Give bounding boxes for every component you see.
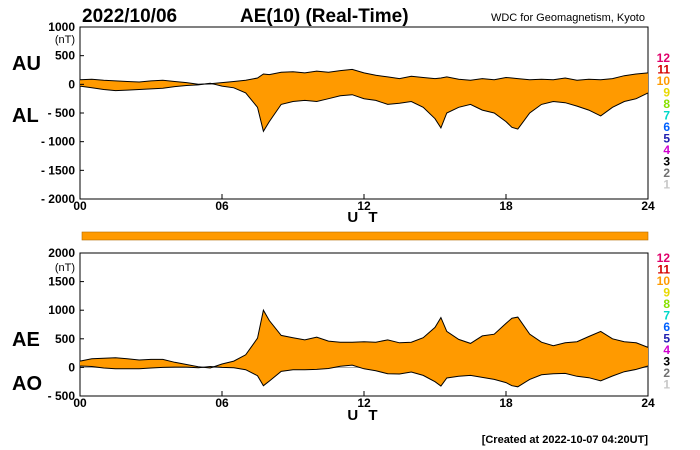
ae-ao-panel: 2000 1500 1000 500 0 - 500 (nT) 00 06 12…: [12, 246, 670, 424]
x-tick-label: 18: [499, 396, 513, 410]
legend-level-8: 8: [663, 97, 670, 111]
ao-series-line: [79, 364, 649, 388]
ae-label: AE: [12, 329, 40, 351]
plot-date: 2022/10/06: [82, 6, 177, 27]
legend-level-6: 6: [663, 120, 670, 134]
x-axis-title: U T: [347, 209, 380, 226]
envelope-fill: [80, 69, 648, 132]
legend-level-9: 9: [663, 86, 670, 100]
data-source: WDC for Geomagnetism, Kyoto: [491, 12, 645, 24]
legend-level-9: 9: [663, 286, 670, 300]
ao-label: AO: [12, 373, 42, 395]
au-al-area: [79, 68, 649, 133]
ae-ao-frame: [79, 252, 649, 397]
x-tick-label: 18: [499, 199, 513, 213]
legend-level-5: 5: [663, 332, 670, 346]
legend-level-10: 10: [657, 274, 671, 288]
legend-level-11: 11: [657, 63, 670, 77]
created-timestamp: [Created at 2022-10-07 04:20UT]: [482, 434, 649, 446]
au-al-panel: 1000 500 0 - 500 - 1000 - 1500 - 2000 (n…: [12, 20, 670, 226]
y-tick-label: 2000: [48, 246, 75, 260]
y-tick-label: 1000: [48, 20, 75, 34]
al-label: AL: [12, 105, 39, 127]
y-tick-label: - 500: [48, 106, 76, 120]
legend-level-2: 2: [663, 166, 670, 180]
au-al-y-axis: 1000 500 0 - 500 - 1000 - 1500 - 2000: [41, 20, 84, 206]
legend-level-10: 10: [657, 74, 671, 88]
y-tick-label: 1500: [48, 275, 75, 289]
ae-ao-x-axis: 00 06 12 18 24: [73, 391, 655, 410]
plot-title: AE(10) (Real-Time): [240, 6, 409, 27]
y-tick-label: 0: [68, 360, 75, 374]
x-tick-label: 06: [215, 199, 229, 213]
legend-level-1: 1: [663, 378, 670, 392]
ae-ao-area: [79, 308, 649, 388]
y-tick-label: - 1000: [41, 135, 75, 149]
y-unit: (nT): [55, 34, 75, 46]
x-tick-label: 24: [641, 199, 655, 213]
legend-level-12: 12: [657, 251, 671, 265]
au-al-frame: [79, 26, 649, 200]
legend-level-11: 11: [657, 263, 670, 277]
x-tick-label: 06: [215, 396, 229, 410]
x-tick-label: 00: [73, 199, 87, 213]
y-tick-label: 1000: [48, 303, 75, 317]
legend-level-6: 6: [663, 320, 670, 334]
al-series-line: [79, 82, 649, 133]
x-axis-title: U T: [347, 407, 380, 424]
au-al-x-axis: 00 06 12 18 24: [73, 194, 655, 213]
x-tick-label: 12: [357, 396, 371, 410]
y-tick-label: 500: [55, 332, 75, 346]
station-count-bar: [81, 231, 649, 241]
legend-level-12: 12: [657, 51, 671, 65]
legend-level-8: 8: [663, 297, 670, 311]
y-tick-label: - 2000: [41, 192, 75, 206]
au-label: AU: [12, 53, 41, 75]
legend-level-2: 2: [663, 366, 670, 380]
legend-level-7: 7: [663, 109, 670, 123]
legend-level-3: 3: [663, 155, 670, 169]
ae-series-line: [79, 308, 649, 369]
legend-level-5: 5: [663, 132, 670, 146]
x-tick-label: 00: [73, 396, 87, 410]
legend-level-4: 4: [663, 343, 670, 357]
envelope-fill: [80, 310, 648, 387]
legend-level-7: 7: [663, 309, 670, 323]
y-tick-label: - 1500: [41, 163, 75, 177]
ae-ao-y-axis: 2000 1500 1000 500 0 - 500: [48, 246, 84, 403]
legend-level-3: 3: [663, 355, 670, 369]
y-unit: (nT): [55, 262, 75, 274]
x-tick-label: 24: [641, 396, 655, 410]
x-tick-label: 12: [357, 199, 371, 213]
au-series-line: [79, 68, 649, 85]
y-tick-label: - 500: [48, 389, 76, 403]
y-tick-label: 0: [68, 77, 75, 91]
y-tick-label: 500: [55, 49, 75, 63]
legend-level-1: 1: [663, 178, 670, 192]
legend-level-4: 4: [663, 143, 670, 157]
